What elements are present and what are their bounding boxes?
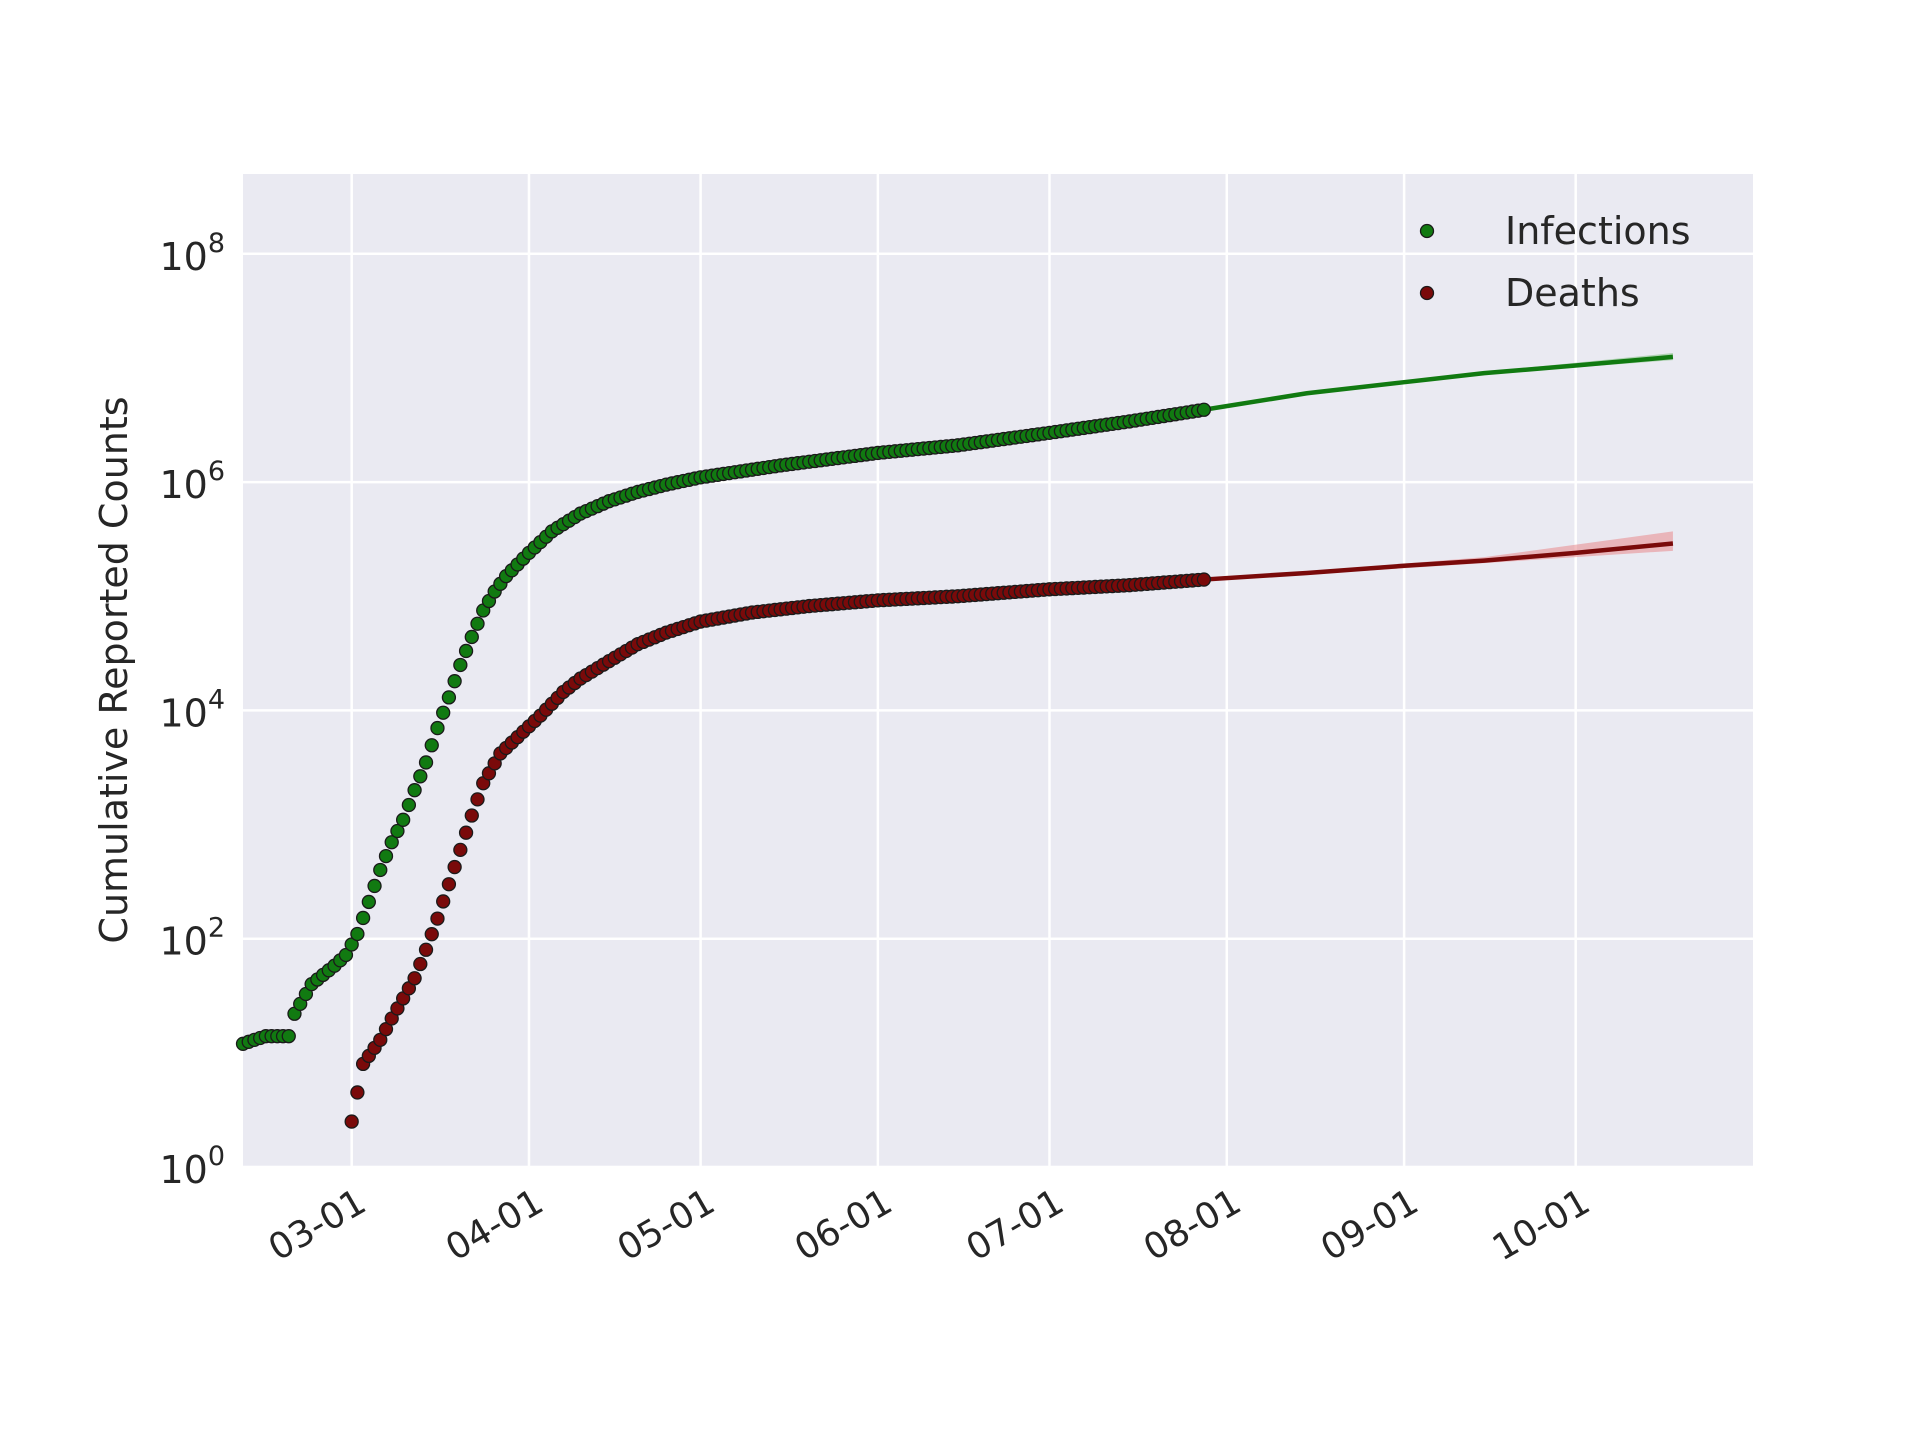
x-tick-labels: 03-01 04-01 05-01 06-01 07-01 08-01 09-01 10-01: [262, 1181, 1597, 1269]
infections-point: [470, 616, 485, 631]
y-axis-label: Cumulative Reported Counts: [92, 396, 136, 943]
legend-item-deaths: Deaths: [1419, 271, 1640, 315]
x-tick-label: 09-01: [1314, 1181, 1425, 1269]
legend-marker-infections: [1419, 223, 1435, 239]
deaths-points: [344, 572, 1212, 1129]
x-tick-label: 06-01: [788, 1181, 899, 1269]
infections-point: [1196, 402, 1212, 417]
deaths-point: [447, 859, 462, 875]
infections-point: [350, 926, 365, 942]
deaths-point: [407, 971, 422, 986]
deaths-point: [424, 927, 439, 942]
infections-point: [407, 783, 422, 798]
y-tick-label: 102: [159, 913, 225, 964]
infections-point: [361, 894, 376, 910]
infections-point: [453, 657, 468, 673]
infections-point: [464, 629, 479, 645]
infections-point: [355, 910, 371, 926]
deaths-point: [1196, 572, 1212, 587]
infections-point: [378, 848, 394, 864]
legend-item-infections: Infections: [1419, 209, 1691, 253]
deaths-point: [470, 792, 485, 807]
grid-layer: [243, 174, 1753, 1169]
infections-point: [384, 835, 399, 850]
x-tick-label: 03-01: [262, 1181, 373, 1269]
infections-point: [390, 823, 405, 839]
deaths-point: [350, 1085, 365, 1100]
infections-point: [424, 738, 439, 753]
infections-points: [235, 402, 1212, 1051]
infections-point: [281, 1029, 296, 1044]
x-tick-label: 05-01: [611, 1181, 722, 1269]
plot-background: [243, 174, 1753, 1167]
infections-point: [441, 690, 457, 705]
deaths-point: [464, 808, 479, 823]
legend-label-infections: Infections: [1505, 209, 1691, 253]
deaths-point: [453, 842, 468, 858]
infections-point: [413, 769, 428, 784]
deaths-point: [344, 1114, 359, 1129]
infections-point: [418, 755, 434, 770]
x-tick-label: 10-01: [1486, 1181, 1597, 1269]
line-layer: [1203, 354, 1674, 582]
x-tick-label: 04-01: [439, 1181, 550, 1269]
infections-projection-line: [1203, 354, 1674, 413]
infections-point: [447, 674, 462, 689]
infections-point: [430, 720, 445, 736]
point-layer: [235, 402, 1212, 1129]
deaths-point: [430, 911, 445, 926]
deaths-point: [413, 956, 428, 972]
y-tick-label: 100: [159, 1141, 225, 1192]
deaths-projection-line: [1203, 541, 1674, 582]
y-tick-label: 108: [159, 228, 225, 279]
deaths-point: [436, 894, 451, 909]
deaths-point: [418, 942, 434, 957]
deaths-point: [441, 877, 457, 892]
infections-point: [373, 862, 388, 878]
infections-point: [401, 797, 417, 813]
x-tick-label: 07-01: [960, 1181, 1071, 1269]
infections-point: [436, 705, 451, 720]
infections-point: [367, 878, 382, 894]
deaths-point: [458, 825, 474, 840]
deaths-projection-band: [1203, 531, 1673, 581]
infections-point: [396, 812, 411, 827]
y-tick-labels: 100 102 104 106 108: [159, 228, 225, 1192]
infections-point: [458, 643, 474, 659]
legend-label-deaths: Deaths: [1505, 271, 1640, 315]
legend: Infections Deaths: [1419, 209, 1691, 315]
legend-marker-deaths: [1419, 285, 1435, 301]
x-tick-label: 08-01: [1137, 1181, 1248, 1269]
y-tick-label: 104: [159, 684, 225, 735]
y-tick-label: 106: [159, 456, 225, 507]
